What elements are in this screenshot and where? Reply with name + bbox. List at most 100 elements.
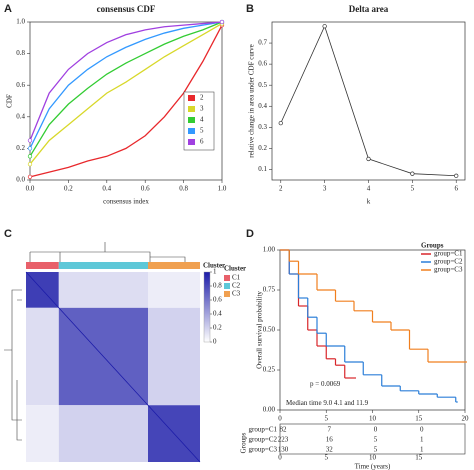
legend-swatch [224, 275, 230, 281]
point [27, 154, 33, 159]
legend-swatch [188, 106, 195, 112]
y-axis-label: CDF [6, 94, 14, 108]
y-tick-label: 0.3 [258, 123, 267, 131]
risk-time: 15 [415, 454, 423, 462]
y-tick-label: 0.4 [258, 102, 267, 110]
point [366, 156, 371, 162]
y-tick-label: 0.4 [16, 112, 25, 120]
legend-label: 2 [200, 94, 204, 102]
panel-label: B [246, 3, 254, 15]
point [219, 19, 225, 25]
line [29, 23, 223, 165]
y-axis-label: Overall survival probability [256, 291, 264, 369]
x-tick-label: 0 [278, 415, 282, 423]
point [410, 171, 415, 176]
cluster-bar [148, 262, 200, 269]
point [278, 120, 283, 126]
risk-count: 7 [328, 426, 332, 434]
cluster-bar [58, 262, 148, 269]
legend-label: group=C3 [434, 266, 463, 274]
legend-label: C3 [232, 290, 241, 298]
y-tick-label: 0.6 [16, 81, 25, 89]
x-tick-label: 0.0 [26, 185, 35, 193]
legend-label: C2 [232, 282, 241, 290]
risk-count: 130 [278, 446, 289, 454]
y-tick-label: 0.00 [263, 406, 276, 414]
x-tick-label: 0.8 [179, 185, 188, 193]
panel-label: D [246, 228, 254, 240]
x-axis-label: k [367, 198, 371, 206]
x-tick-label: 0.2 [64, 185, 73, 193]
legend-label: C1 [232, 274, 241, 282]
x-tick-label: 15 [415, 415, 423, 423]
risk-row-label: group=C3 [249, 446, 278, 454]
line [29, 21, 223, 149]
cluster-bar [26, 262, 59, 269]
risk-count: 5 [374, 446, 378, 454]
panel-label: C [4, 228, 12, 240]
legend-label: 3 [200, 105, 204, 113]
risk-count: 0 [420, 426, 424, 434]
risk-count: 82 [280, 426, 288, 434]
risk-time: 0 [278, 454, 282, 462]
plot-frame [271, 21, 466, 181]
risk-count: 223 [278, 436, 289, 444]
colorbar-label: 0.6 [213, 296, 222, 304]
line [280, 25, 457, 177]
heat-cell [58, 272, 148, 308]
line [29, 21, 223, 157]
risk-count: 0 [374, 426, 378, 434]
point [322, 24, 327, 29]
point [27, 146, 33, 151]
legend-label: 5 [200, 127, 204, 135]
heat-cell [148, 272, 200, 308]
y-tick-label: 0.7 [258, 39, 267, 47]
legend-label: group=C1 [434, 250, 463, 258]
legend-label: 6 [200, 138, 204, 146]
chart-title: Delta area [349, 4, 389, 14]
legend-swatch [224, 291, 230, 297]
colorbar-label: 0.2 [213, 324, 222, 332]
annotation-label: Cluster [203, 262, 225, 270]
legend-swatch [188, 139, 195, 145]
y-tick-label: 0.25 [263, 366, 276, 374]
x-tick-label: 0.4 [102, 185, 111, 193]
x-tick-label: 6 [454, 185, 458, 193]
legend-label: group=C2 [434, 258, 463, 266]
line [29, 21, 223, 141]
x-axis-label: consensus index [103, 198, 149, 206]
colorbar-label: 1 [213, 268, 217, 276]
y-tick-label: 0.1 [258, 165, 267, 173]
risk-y-label: Groups [240, 432, 248, 453]
y-tick-label: 0.8 [16, 49, 25, 57]
median-note: Median time 9.0 4.1 and 11.9 [286, 399, 369, 407]
risk-count: 5 [374, 436, 378, 444]
risk-count: 32 [326, 446, 334, 454]
x-axis-label: Time (years) [355, 463, 391, 470]
y-tick-label: 0.2 [258, 144, 267, 152]
legend-swatch [188, 117, 195, 123]
colorbar-label: 0.8 [213, 282, 222, 290]
heat-cell [26, 307, 59, 406]
risk-time: 10 [369, 454, 377, 462]
risk-count: 1 [420, 446, 424, 454]
y-tick-label: 0.50 [263, 326, 276, 334]
x-tick-label: 1.0 [218, 185, 227, 193]
x-tick-label: 10 [369, 415, 377, 423]
point [27, 162, 33, 167]
legend-swatch [224, 283, 230, 289]
panel-label: A [4, 3, 12, 15]
line [29, 24, 223, 178]
colorbar-label: 0.4 [213, 310, 222, 318]
plot-frame [29, 21, 223, 181]
x-tick-label: 0.6 [141, 185, 150, 193]
x-tick-label: 5 [325, 415, 329, 423]
legend-swatch [188, 95, 195, 101]
x-tick-label: 4 [367, 185, 371, 193]
legend-swatch [188, 128, 195, 134]
y-tick-label: 1.00 [263, 246, 276, 254]
x-tick-label: 3 [323, 185, 327, 193]
risk-time: 5 [325, 454, 329, 462]
y-axis-label: relative change in area under CDF curve [248, 44, 256, 158]
